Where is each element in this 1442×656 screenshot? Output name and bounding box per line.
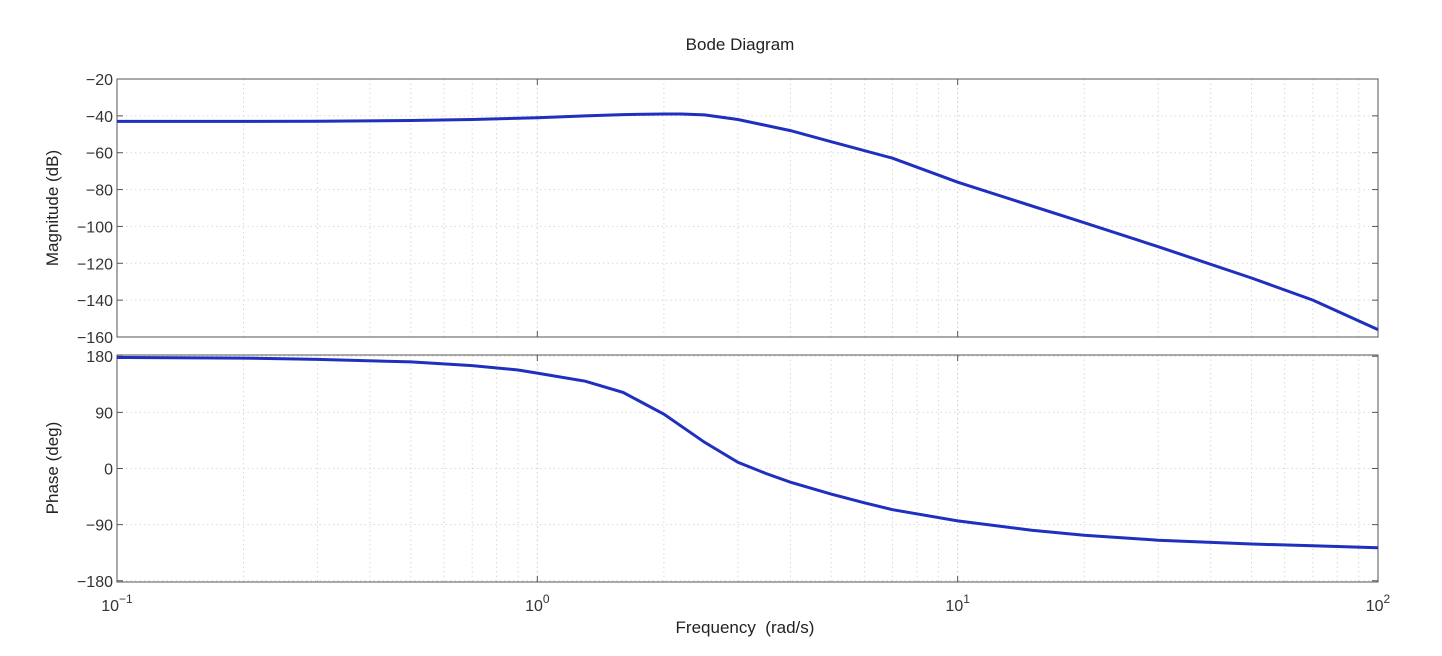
magnitude-series-line — [117, 112, 1379, 331]
y-tick-label: −20 — [86, 72, 113, 89]
x-tick-label: 100 — [525, 592, 550, 615]
x-tick-label: 101 — [945, 592, 970, 615]
y-tick-label: −90 — [86, 518, 113, 535]
frequency-x-ticks: 10−1 100 101 102 — [101, 79, 1391, 615]
magnitude-y-ticks: −20 −40 −60 −80 −100 −120 −140 −160 — [77, 72, 1378, 347]
x-tick-label: 10−1 — [101, 592, 133, 615]
y-tick-label: 180 — [86, 349, 113, 366]
y-tick-label: 90 — [95, 405, 113, 422]
magnitude-axes-box — [116, 78, 1379, 338]
chart-title: Bode Diagram — [686, 35, 795, 54]
y-tick-label: −100 — [77, 219, 113, 236]
phase-y-axis-label: Phase (deg) — [43, 422, 62, 515]
y-tick-label: −140 — [77, 293, 113, 310]
x-axis-label: Frequency (rad/s) — [676, 618, 815, 637]
magnitude-y-axis-label: Magnitude (dB) — [43, 150, 62, 266]
phase-grid — [117, 355, 1378, 582]
y-tick-label: −120 — [77, 256, 113, 273]
y-tick-label: −80 — [86, 183, 113, 200]
magnitude-grid — [117, 79, 1378, 337]
y-tick-label: −180 — [77, 574, 113, 591]
y-tick-label: −40 — [86, 109, 113, 126]
phase-y-ticks: 180 90 0 −90 −180 — [77, 349, 1378, 591]
y-tick-label: 0 — [104, 462, 113, 479]
y-tick-label: −160 — [77, 330, 113, 347]
y-tick-label: −60 — [86, 146, 113, 163]
x-tick-label: 102 — [1366, 592, 1391, 615]
phase-series-line — [116, 356, 1379, 550]
